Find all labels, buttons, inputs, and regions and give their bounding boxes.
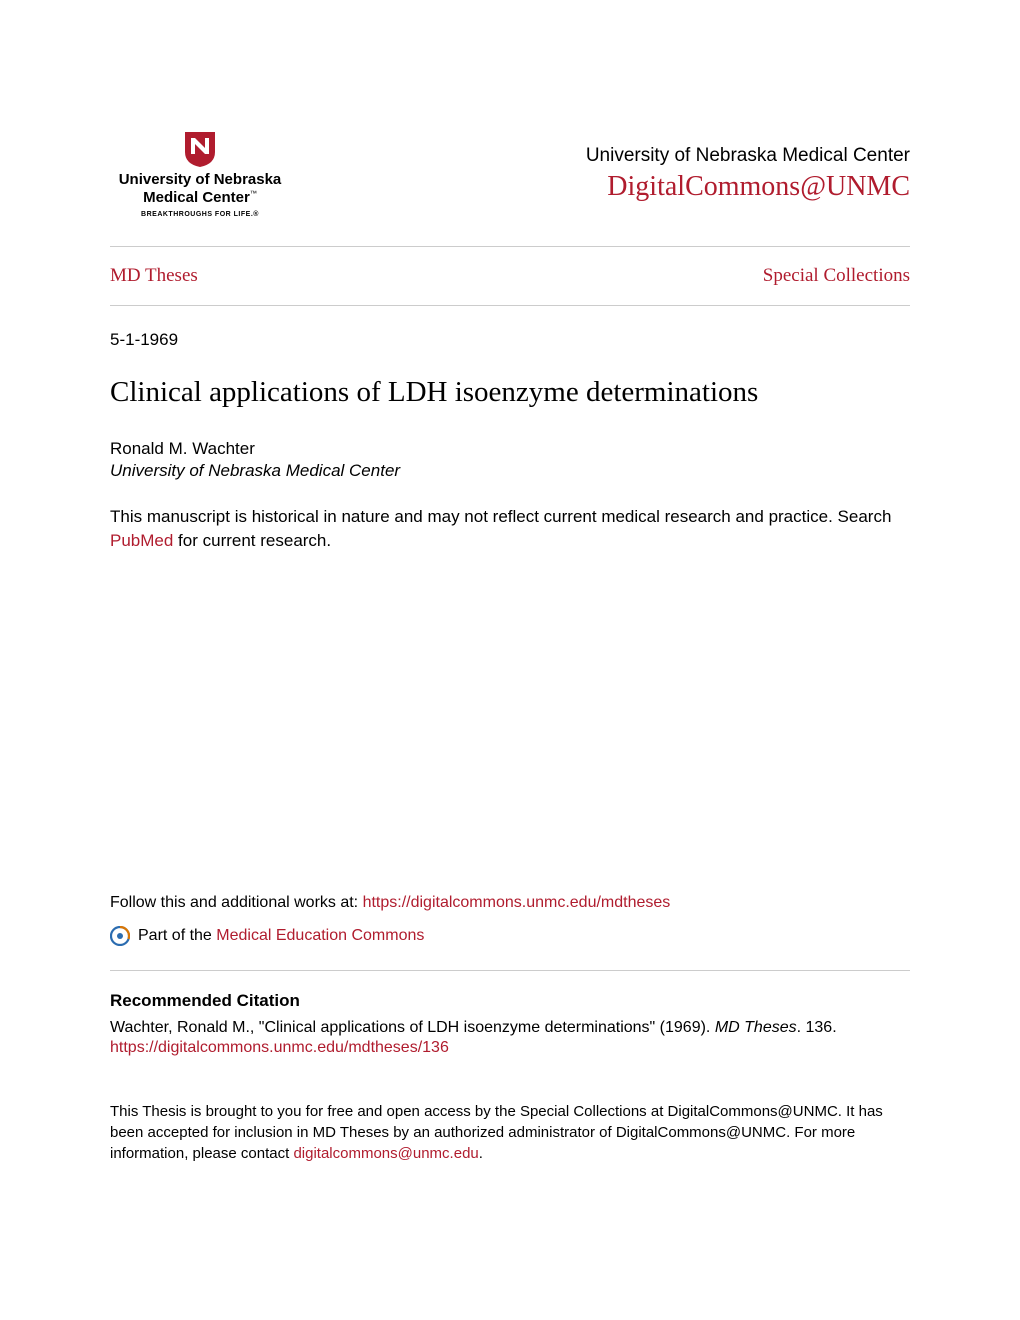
institution-block: University of Nebraska Medical Center Di…	[586, 145, 910, 203]
disclaimer-text: This manuscript is historical in nature …	[110, 505, 910, 554]
publication-date: 5-1-1969	[110, 330, 910, 350]
logo-tagline: BREAKTHROUGHS FOR LIFE.®	[141, 211, 259, 218]
header-row: University of Nebraska Medical Center™ B…	[110, 130, 910, 218]
logo-text-line2-main: Medical Center	[143, 189, 250, 206]
logo-text-line1: University of Nebraska	[119, 172, 282, 189]
footer-access-text: This Thesis is brought to you for free a…	[110, 1101, 910, 1164]
footer-post: .	[479, 1145, 483, 1162]
divider-citation	[110, 970, 910, 971]
partof-pre: Part of the	[138, 927, 216, 944]
institution-name: University of Nebraska Medical Center	[586, 145, 910, 167]
pubmed-link[interactable]: PubMed	[110, 531, 173, 550]
citation-post: . 136.	[797, 1019, 837, 1036]
citation-series: MD Theses	[715, 1019, 797, 1036]
shield-icon	[183, 130, 217, 168]
follow-pre: Follow this and additional works at:	[110, 894, 363, 911]
footer-pre: This Thesis is brought to you for free a…	[110, 1103, 883, 1162]
author-affiliation: University of Nebraska Medical Center	[110, 461, 910, 481]
commons-link[interactable]: Medical Education Commons	[216, 927, 424, 944]
citation-pre: Wachter, Ronald M., "Clinical applicatio…	[110, 1019, 715, 1036]
partof-text: Part of the Medical Education Commons	[138, 927, 424, 945]
follow-url-link[interactable]: https://digitalcommons.unmc.edu/mdtheses	[363, 894, 671, 911]
trademark-symbol: ™	[250, 190, 257, 197]
citation-heading: Recommended Citation	[110, 991, 910, 1011]
citation-text: Wachter, Ronald M., "Clinical applicatio…	[110, 1017, 910, 1039]
author-name: Ronald M. Wachter	[110, 439, 910, 459]
breadcrumb-nav: MD Theses Special Collections	[110, 247, 910, 305]
page-container: University of Nebraska Medical Center™ B…	[0, 0, 1020, 1224]
disclaimer-post: for current research.	[173, 531, 331, 550]
follow-works-line: Follow this and additional works at: htt…	[110, 894, 910, 912]
divider-nav	[110, 305, 910, 306]
nav-collection-link[interactable]: MD Theses	[110, 265, 198, 287]
citation-url-link[interactable]: https://digitalcommons.unmc.edu/mdtheses…	[110, 1039, 910, 1057]
repository-link[interactable]: DigitalCommons@UNMC	[607, 171, 910, 202]
institution-logo: University of Nebraska Medical Center™ B…	[110, 130, 290, 218]
part-of-row: Part of the Medical Education Commons	[110, 926, 910, 946]
disclaimer-pre: This manuscript is historical in nature …	[110, 507, 891, 526]
nav-parent-link[interactable]: Special Collections	[763, 265, 910, 287]
network-icon	[110, 926, 130, 946]
logo-text-line2: Medical Center™	[143, 189, 257, 207]
contact-email-link[interactable]: digitalcommons@unmc.edu	[293, 1145, 478, 1162]
document-title: Clinical applications of LDH isoenzyme d…	[110, 376, 910, 409]
